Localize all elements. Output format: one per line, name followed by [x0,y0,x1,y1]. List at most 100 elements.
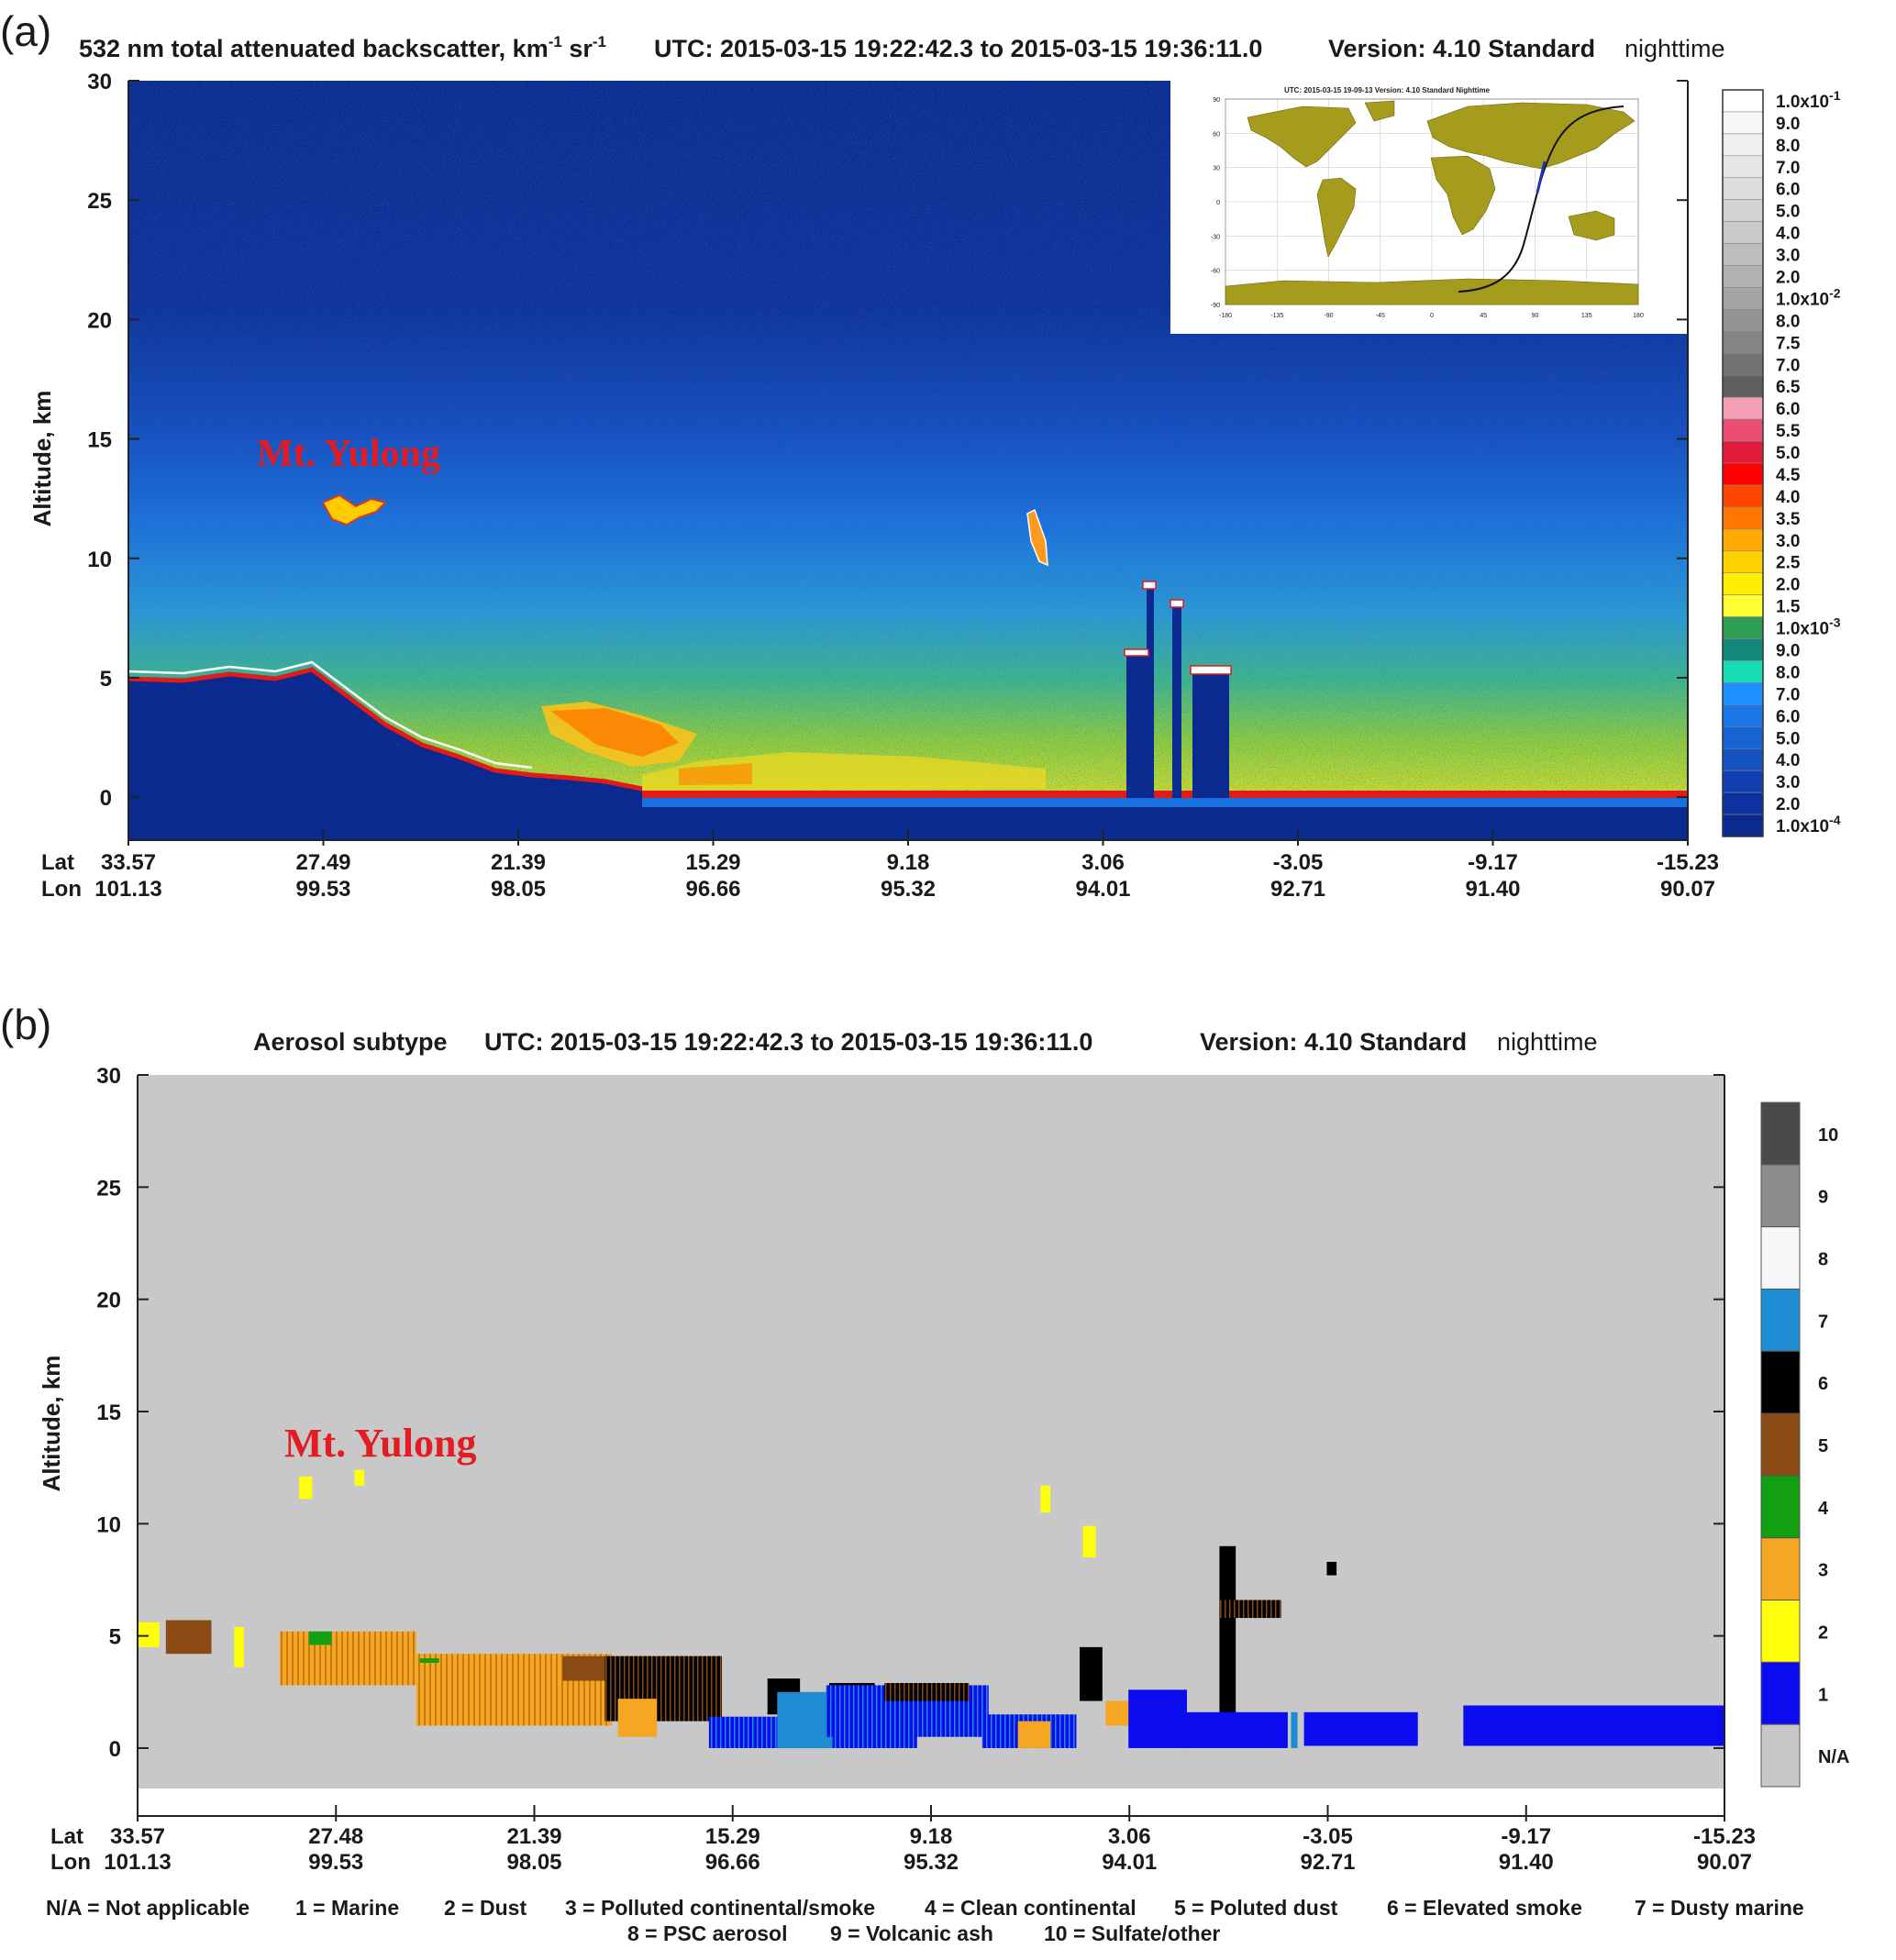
colorbar-label: 6.0 [1776,400,1800,419]
colorbar-swatch [1722,770,1764,793]
subtype-colorbar-swatch [1760,1412,1801,1477]
panel-b-ytick-label: 0 [109,1737,121,1762]
subtype-segment-2 [1082,1525,1096,1558]
panel-a-xtick-lat: 3.06 [1081,850,1125,875]
colorbar-label: 5.0 [1776,203,1800,222]
panel-a-xrow-label-lat: Lat [41,850,74,875]
subtype-segments [138,1469,1724,1748]
subtype-legend-entry: 2 = Dust [444,1896,527,1920]
panel-b-xtick-lat: -15.23 [1693,1824,1756,1849]
panel-b-xtick-lon: 95.32 [904,1850,959,1875]
aerosol-layer-low-orange [679,763,752,785]
panel-b-xtick-lon: 98.05 [506,1850,561,1875]
panel-a-ytick-label: 25 [87,189,112,214]
panel-a-ylabel: Altitude, km [28,391,56,527]
panel-a-xtick-lon: 101.13 [94,877,161,902]
panel-b-xtick-lat: 21.39 [506,1824,561,1849]
colorbar-label: 8.0 [1776,137,1800,156]
inset-lat-label: 60 [1213,131,1220,138]
subtype-legend-entry: 7 = Dusty marine [1635,1896,1804,1920]
subtype-colorbar-label: N/A [1818,1747,1849,1767]
colorbar-label: 1.5 [1776,598,1801,617]
colorbar-swatch [1722,594,1764,617]
panel-a-title-version: Version: 4.10 Standard [1328,35,1595,62]
colorbar-label: 4.0 [1776,488,1800,507]
subtype-segment-5 [562,1655,605,1681]
panel-b-ytick-label: 20 [96,1289,121,1313]
colorbar-label: 2.0 [1776,269,1800,288]
subtype-segment-2 [1040,1485,1051,1513]
panel-a-xtick-lat: 15.29 [685,850,740,875]
subtype-colorbar-swatch [1760,1288,1801,1352]
colorbar-swatch [1722,462,1764,486]
subtype-colorbar-label: 5 [1818,1436,1828,1456]
panel-a-xtick-lat: -15.23 [1657,850,1719,875]
colorbar-label: 7.0 [1776,685,1800,704]
panel-a-xtick-lon: 98.05 [491,877,546,902]
inset-lon-label: 0 [1430,313,1434,319]
panel-a-xtick-lat: 27.49 [295,850,350,875]
subtype-segment-6 [1080,1646,1103,1701]
subtype-segment-3 [1105,1700,1132,1726]
colorbar-label: 6.0 [1776,707,1800,726]
tower-1-top [1124,648,1149,657]
colorbar-swatch [1722,814,1764,837]
colorbar-label: 1.0x10-4 [1776,813,1841,836]
colorbar-label: 4.5 [1776,466,1801,485]
colorbar-label: 6.0 [1776,181,1800,200]
panel-b-title-version: Version: 4.10 Standard [1200,1028,1467,1056]
panel-a-ytick-label: 5 [100,667,112,692]
surface-return-mountain-white [128,660,533,770]
subtype-segment-6 [1219,1545,1236,1742]
tower-4 [1192,674,1229,798]
colorbar-label: 9.0 [1776,115,1800,134]
panel-b-ytick-label: 30 [96,1064,121,1089]
panel-b-annotation: Mt. Yulong [284,1421,476,1466]
subtype-segment-6 [1219,1600,1281,1619]
colorbar-label: 3.0 [1776,247,1800,266]
subtype-colorbar-swatch [1760,1164,1801,1228]
colorbar-swatch [1722,440,1764,464]
colorbar-swatch [1722,418,1764,442]
panel-b-xrow-label-lon: Lon [50,1850,91,1875]
inset-lon-label: -180 [1219,313,1232,319]
subtype-colorbar-label: 8 [1818,1250,1828,1270]
panel-a-label: (a) [0,7,51,55]
colorbar-label: 8.0 [1776,312,1800,331]
colorbar-label: 1.0x10-2 [1776,285,1841,309]
subtype-segment-3 [1017,1721,1051,1748]
land-eurasia [1426,102,1635,170]
panel-b-title-variable: Aerosol subtype [253,1028,448,1056]
colorbar-swatch [1722,506,1764,530]
panel-a-annotation: Mt. Yulong [257,433,440,475]
panel-b-xtick-lat: 33.57 [110,1824,165,1849]
subtype-colorbar-label: 3 [1818,1561,1828,1581]
panel-b-xtick-lon: 96.66 [705,1850,760,1875]
panel-a-ytick-label: 15 [87,428,112,453]
subtype-segment-2 [234,1626,244,1667]
panel-b-ytick-label: 25 [96,1176,121,1201]
colorbar-swatch [1722,638,1764,661]
inset-lon-label: -135 [1270,313,1283,319]
subtype-colorbar-label: 6 [1818,1374,1828,1394]
panel-b-ytick-label: 15 [96,1401,121,1425]
tower-1 [1126,656,1147,798]
surface-return-sea [642,791,1688,798]
panel-b-title-mode: nighttime [1497,1028,1598,1056]
yulong-cloud [321,493,387,526]
backscatter-colorbar: 1.0x10-19.08.07.06.05.04.03.02.01.0x10-2… [1722,88,1841,837]
colorbar-swatch [1722,725,1764,749]
colorbar-label: 2.0 [1776,576,1800,595]
subtype-segment-2 [138,1622,160,1647]
land-south-america [1316,177,1357,258]
inset-land [1225,100,1639,305]
panel-b-xtick-lat: 9.18 [910,1824,953,1849]
subtype-colorbar-swatch [1760,1600,1801,1663]
panel-a-ytick-label: 0 [100,786,112,811]
subtype-legend-entry: 9 = Volcanic ash [830,1921,993,1945]
panel-a-title-utc: UTC: 2015-03-15 19:22:42.3 to 2015-03-15… [654,35,1262,62]
subtype-segment-4 [308,1631,332,1645]
colorbar-label: 8.0 [1776,663,1800,682]
